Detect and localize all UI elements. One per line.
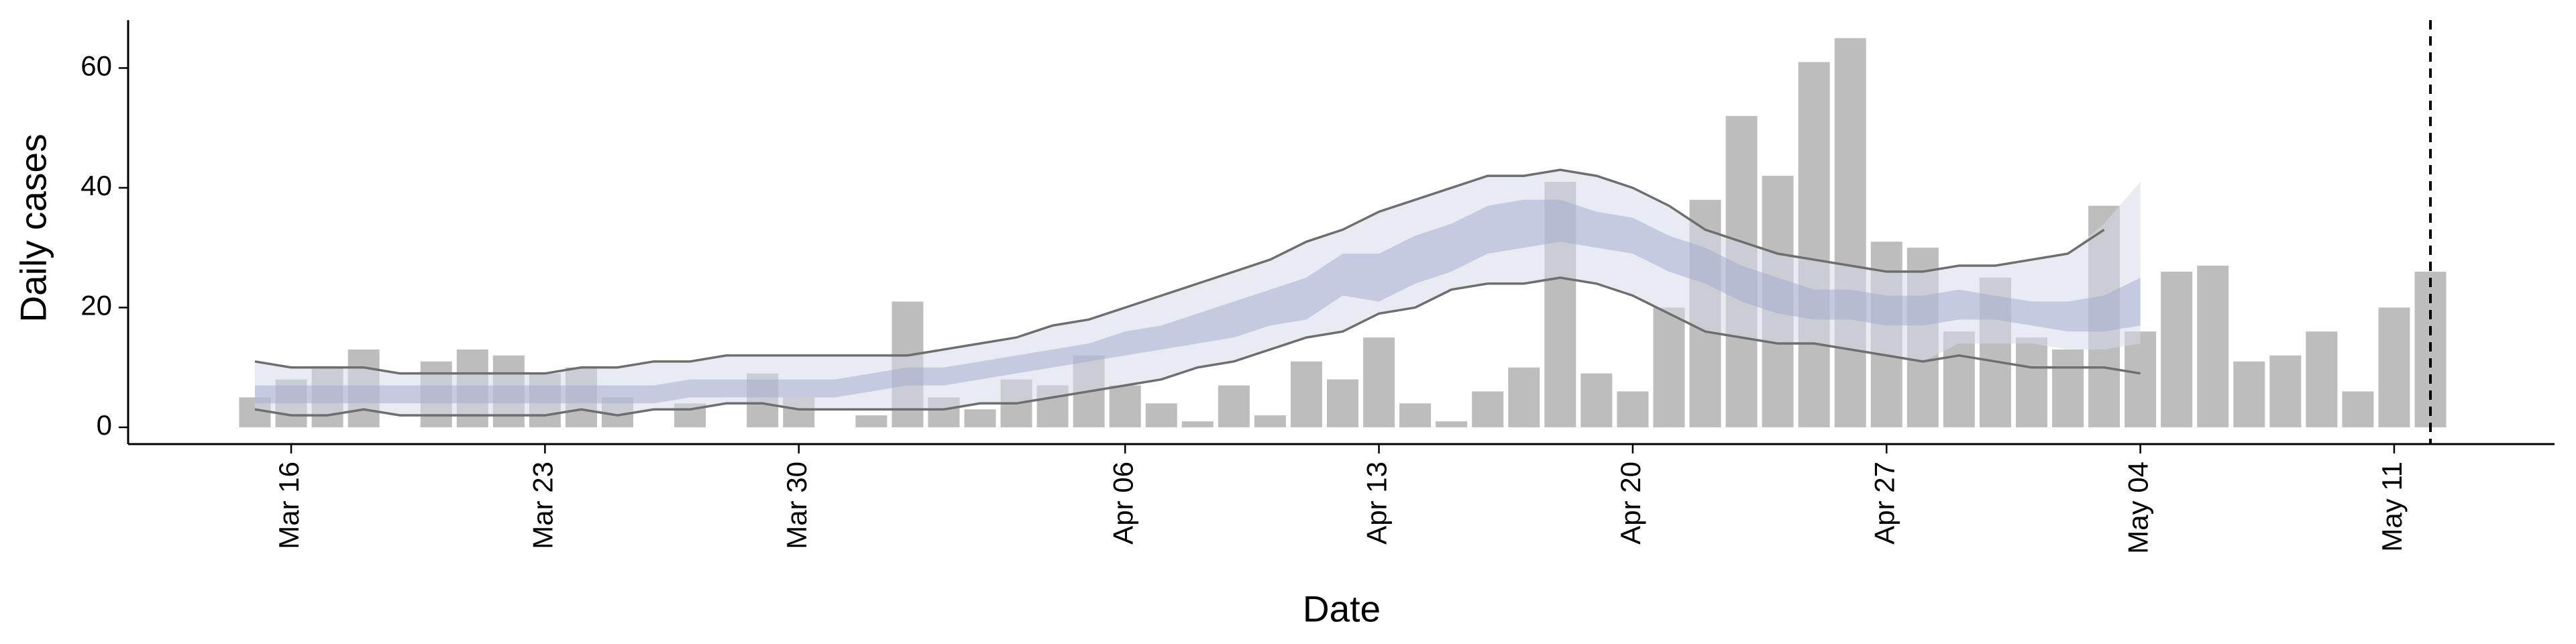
y-tick-label: 0	[97, 409, 112, 441]
x-tick-label: Apr 06	[1107, 462, 1138, 545]
bar	[1472, 391, 1504, 428]
bar	[1436, 421, 1468, 428]
bar	[2342, 391, 2374, 428]
bar	[2378, 307, 2410, 428]
y-axis-title: Daily cases	[13, 133, 54, 322]
bar	[2306, 331, 2338, 428]
bar	[1834, 38, 1866, 428]
bar	[1254, 415, 1286, 428]
bar	[2233, 361, 2265, 428]
interval-line	[254, 276, 2141, 417]
bar	[1327, 379, 1358, 428]
bar	[2015, 337, 2047, 428]
bar	[1181, 421, 1214, 428]
x-tick-label: Mar 23	[527, 462, 558, 549]
bar	[1617, 391, 1649, 428]
bar	[1399, 403, 1432, 428]
y-tick-label: 40	[80, 170, 112, 201]
bar	[1580, 373, 1613, 428]
bar	[2161, 271, 2193, 428]
interval-line	[254, 168, 2105, 375]
x-axis-title: Date	[1303, 588, 1381, 630]
bar	[1653, 307, 1685, 428]
bar	[1109, 385, 1141, 428]
x-tick-label: May 11	[2376, 462, 2408, 552]
bar	[855, 415, 888, 428]
interval-band	[255, 199, 2141, 404]
bar	[2052, 349, 2084, 428]
x-tick-label: Mar 30	[781, 462, 812, 549]
bar	[1798, 62, 1830, 428]
bar	[1290, 361, 1322, 428]
bar	[2125, 331, 2157, 428]
bar	[2269, 355, 2302, 428]
bar	[1363, 337, 1395, 428]
bar	[1218, 385, 1250, 428]
bar	[964, 409, 996, 428]
bar	[1145, 403, 1177, 428]
y-tick-label: 20	[80, 290, 112, 321]
x-tick-label: Apr 13	[1361, 462, 1393, 545]
x-tick-label: May 04	[2123, 462, 2154, 554]
bar	[1508, 367, 1540, 428]
y-tick-label: 60	[80, 50, 112, 82]
bar	[2197, 265, 2229, 428]
x-tick-label: Apr 20	[1615, 462, 1646, 545]
x-tick-label: Mar 16	[273, 462, 305, 549]
x-tick-label: Apr 27	[1868, 462, 1900, 545]
interval-band	[255, 170, 2141, 416]
